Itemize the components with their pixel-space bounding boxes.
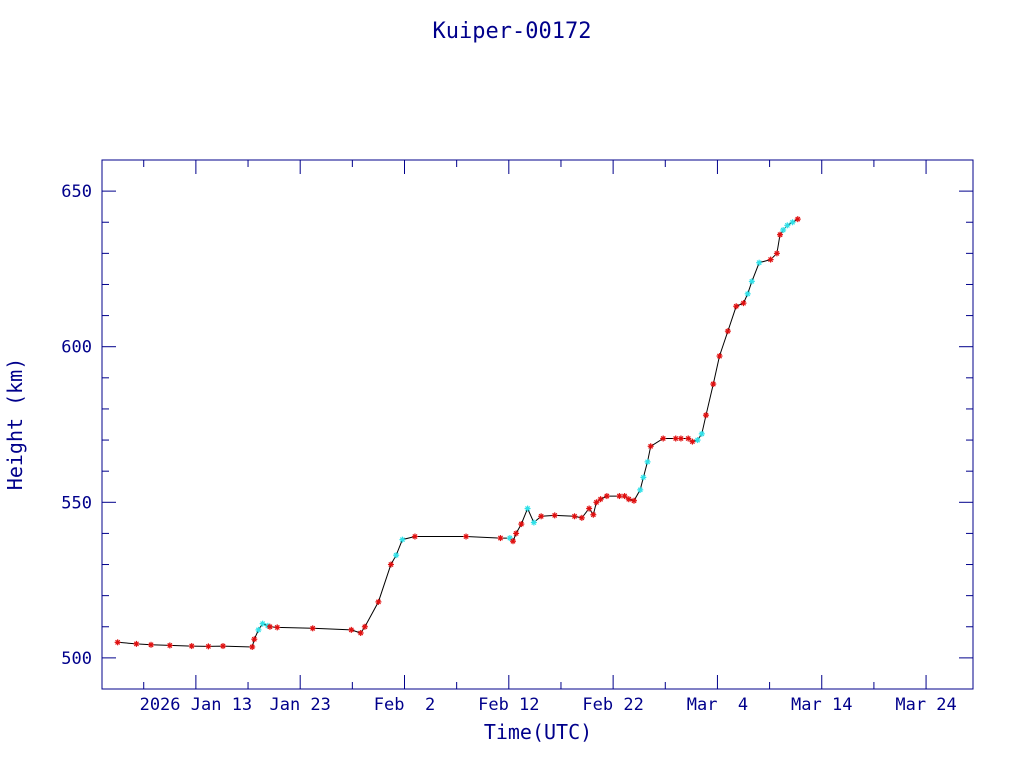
data-point <box>255 626 262 633</box>
data-point <box>220 643 227 650</box>
data-point <box>251 636 258 643</box>
data-point <box>698 430 705 437</box>
data-point <box>694 437 701 444</box>
data-point <box>399 536 406 543</box>
y-tick-label: 500 <box>61 649 92 669</box>
data-point <box>724 328 731 335</box>
x-tick-label: Feb 2 <box>374 695 435 715</box>
data-point <box>685 435 692 442</box>
y-axis-ticks: 500 550 600 650 <box>61 159 973 690</box>
y-tick-label: 600 <box>61 338 92 358</box>
data-point <box>773 250 780 257</box>
data-point <box>794 216 801 223</box>
data-point <box>524 505 531 512</box>
data-point <box>266 623 273 630</box>
x-tick-label: Mar 4 <box>687 695 748 715</box>
data-point <box>411 533 418 540</box>
data-point <box>590 511 597 518</box>
data-point <box>637 486 644 493</box>
data-point <box>640 474 647 481</box>
series-layer <box>114 216 801 650</box>
data-point <box>188 643 195 650</box>
data-point <box>348 626 355 633</box>
data-point <box>616 493 623 500</box>
data-point <box>702 412 709 419</box>
x-tick-label: Mar 24 <box>895 695 956 715</box>
data-point <box>497 535 504 542</box>
x-tick-label: 2026 Jan 13 <box>140 695 253 715</box>
data-point <box>309 625 316 632</box>
data-point <box>744 290 751 297</box>
data-point <box>586 505 593 512</box>
data-point <box>509 538 516 545</box>
data-point <box>784 222 791 229</box>
x-axis-label: Time(UTC) <box>484 720 592 744</box>
x-tick-label: Feb 22 <box>582 695 643 715</box>
data-point <box>133 640 140 647</box>
data-point <box>274 624 281 631</box>
data-point <box>571 513 578 520</box>
data-point <box>689 438 696 445</box>
data-point <box>518 521 525 528</box>
data-point <box>361 623 368 630</box>
x-tick-label: Mar 14 <box>791 695 852 715</box>
data-point <box>733 303 740 310</box>
data-point <box>393 552 400 559</box>
data-point <box>357 629 364 636</box>
data-point <box>748 278 755 285</box>
data-point <box>740 300 747 307</box>
data-point <box>205 643 212 650</box>
data-point <box>538 513 545 520</box>
data-point <box>647 443 654 450</box>
data-point <box>530 519 537 526</box>
data-point <box>710 381 717 388</box>
series-line <box>117 218 799 648</box>
x-tick-label: Jan 23 <box>269 695 330 715</box>
data-point <box>463 533 470 540</box>
data-point <box>114 639 121 646</box>
x-tick-label: Feb 12 <box>478 695 539 715</box>
data-point <box>780 227 787 234</box>
data-point <box>166 642 173 649</box>
data-point <box>716 353 723 360</box>
data-point <box>513 530 520 537</box>
data-point <box>644 458 651 465</box>
data-point <box>660 435 667 442</box>
data-point <box>789 219 796 226</box>
data-point <box>597 496 604 503</box>
data-point <box>767 256 774 263</box>
data-point <box>677 435 684 442</box>
x-axis-ticks: 2026 Jan 13 Jan 23 Feb 2 Feb 12 Feb 22 Mar 4 M… <box>140 160 957 715</box>
data-point <box>259 620 266 627</box>
y-tick-label: 550 <box>61 493 92 513</box>
chart-title: Kuiper-00172 <box>433 19 592 44</box>
data-point <box>603 493 610 500</box>
y-axis-label: Height (km) <box>3 358 27 490</box>
plot-frame <box>101 159 974 690</box>
data-point <box>593 499 600 506</box>
data-point <box>387 561 394 568</box>
data-point <box>375 598 382 605</box>
data-point <box>551 512 558 519</box>
data-point <box>148 641 155 648</box>
data-point <box>578 514 585 521</box>
data-point <box>672 435 679 442</box>
data-point <box>756 259 763 266</box>
data-point <box>625 496 632 503</box>
data-point <box>621 493 628 500</box>
data-point <box>630 497 637 504</box>
y-tick-label: 650 <box>61 182 92 202</box>
data-point <box>249 643 256 650</box>
data-point <box>777 231 784 238</box>
